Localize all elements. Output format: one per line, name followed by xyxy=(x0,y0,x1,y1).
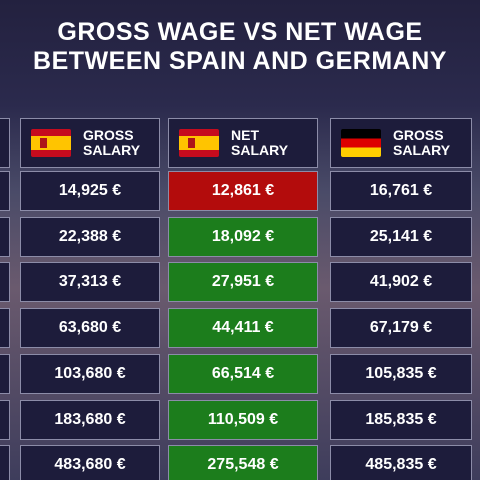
table-cell: 37,313 € xyxy=(20,262,160,303)
table-cell: 63,680 € xyxy=(20,308,160,349)
table-cell: 183,680 € xyxy=(20,399,160,440)
table-cell: 27,951 € xyxy=(168,262,318,303)
table-cell: 483,680 € xyxy=(20,445,160,480)
table-cell: 66,514 € xyxy=(168,353,318,394)
cut-cell xyxy=(0,171,10,211)
table-cell: 275,548 € xyxy=(168,445,318,480)
table-cell: 103,680 € xyxy=(20,353,160,394)
table-cell: 105,835 € xyxy=(330,353,472,394)
title-line: GROSS WAGE VS NET WAGE xyxy=(57,18,423,46)
table-cell: 41,902 € xyxy=(330,262,472,303)
header-text: NET SALARY xyxy=(231,127,289,158)
flag xyxy=(179,129,219,157)
cut-cell xyxy=(0,216,10,257)
cut-cell xyxy=(0,262,10,303)
flag xyxy=(341,129,381,157)
flag xyxy=(31,129,71,157)
cut-cell xyxy=(0,445,10,480)
table-cell: 12,861 € xyxy=(168,171,318,211)
column-header: GROSS SALARY xyxy=(20,118,160,168)
table-cell: 14,925 € xyxy=(20,171,160,211)
cut-cell xyxy=(0,308,10,349)
table-cell: 16,761 € xyxy=(330,171,472,211)
table-cell: 44,411 € xyxy=(168,308,318,349)
header-text: GROSS SALARY xyxy=(393,127,451,158)
table-cell: 110,509 € xyxy=(168,399,318,440)
column-header: GROSS SALARY xyxy=(330,118,472,168)
title-line: BETWEEN SPAIN AND GERMANY xyxy=(33,47,447,75)
table-cell: 485,835 € xyxy=(330,445,472,480)
cut-cell xyxy=(0,399,10,440)
table-cell: 18,092 € xyxy=(168,216,318,257)
table-cell: 185,835 € xyxy=(330,399,472,440)
table-cell: 22,388 € xyxy=(20,216,160,257)
header-text: GROSS SALARY xyxy=(83,127,141,158)
table-cell: 25,141 € xyxy=(330,216,472,257)
cut-cell xyxy=(0,353,10,394)
table-cell: 67,179 € xyxy=(330,308,472,349)
column-header: NET SALARY xyxy=(168,118,318,168)
cut-cell xyxy=(0,118,10,168)
